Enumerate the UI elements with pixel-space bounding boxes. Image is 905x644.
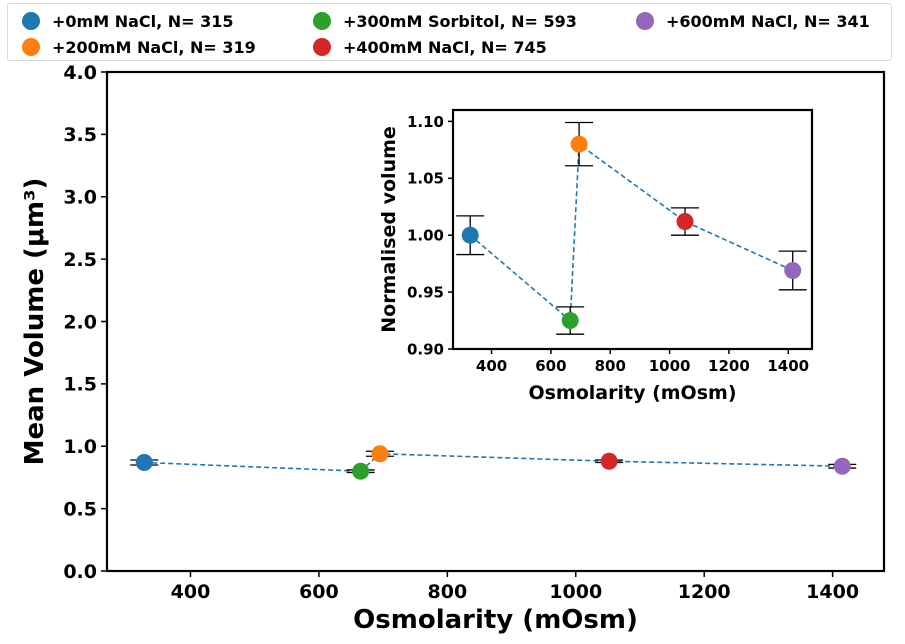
inset-y-tick-label: 1.10 [407, 113, 444, 131]
main-data-point [135, 453, 153, 471]
main-y-tick-label: 3.5 [63, 124, 97, 146]
inset-y-tick-label: 1.05 [407, 170, 444, 188]
legend-item-600mm-nacl: +600mM NaCl, N= 341 [636, 9, 870, 33]
inset-x-tick-label: 1200 [708, 357, 750, 375]
inset-y-axis-label: Normalised volume [378, 126, 400, 333]
legend-marker [313, 12, 331, 30]
inset-y-tick-label: 0.95 [407, 283, 444, 301]
main-y-tick-label: 3.0 [63, 187, 97, 209]
main-x-tick-label: 400 [171, 581, 211, 603]
main-data-point [600, 452, 618, 470]
main-x-axis-label: Osmolarity (mOsm) [353, 605, 638, 635]
legend-label: +200mM NaCl, N= 319 [52, 37, 256, 57]
legend-marker [22, 12, 40, 30]
legend-marker [22, 38, 40, 56]
legend-marker [636, 12, 654, 30]
inset-x-tick-label: 1000 [649, 357, 691, 375]
main-x-tick-label: 1200 [678, 581, 731, 603]
inset-plot-frame [451, 108, 814, 351]
inset-x-axis-label: Osmolarity (mOsm) [528, 382, 736, 404]
inset-x-tick-label: 800 [595, 357, 626, 375]
chart-legend: +0mM NaCl, N= 315 +200mM NaCl, N= 319 +3… [7, 3, 892, 61]
main-y-axis-label: Mean Volume (μm³) [20, 178, 50, 466]
legend-item-0mm-nacl: +0mM NaCl, N= 315 [22, 9, 234, 33]
inset-data-point [676, 213, 694, 231]
main-x-tick-label: 1400 [806, 581, 859, 603]
legend-item-300mm-sorbitol: +300mM Sorbitol, N= 593 [313, 9, 577, 33]
main-y-tick-label: 1.5 [63, 374, 97, 396]
legend-marker [313, 38, 331, 56]
legend-label: +300mM Sorbitol, N= 593 [343, 11, 577, 31]
main-data-point [833, 457, 851, 475]
main-y-tick-label: 2.0 [63, 311, 97, 333]
inset-y-tick-label: 0.90 [407, 340, 444, 358]
legend-label: +0mM NaCl, N= 315 [52, 11, 234, 31]
inset-y-tick-label: 1.00 [407, 227, 444, 245]
legend-item-200mm-nacl: +200mM NaCl, N= 319 [22, 35, 256, 59]
main-y-tick-label: 1.0 [63, 436, 97, 458]
inset-data-point [570, 135, 588, 153]
main-x-tick-label: 600 [299, 581, 339, 603]
main-y-tick-label: 0.0 [63, 561, 97, 583]
inset-data-point [784, 261, 802, 279]
inset-x-tick-label: 400 [476, 357, 507, 375]
inset-x-tick-label: 600 [535, 357, 566, 375]
main-x-tick-label: 1000 [549, 581, 602, 603]
main-y-tick-label: 0.5 [63, 498, 97, 520]
main-y-tick-label: 4.0 [63, 62, 97, 84]
main-data-point [352, 462, 370, 480]
inset-data-point [461, 226, 479, 244]
main-data-point [371, 445, 389, 463]
legend-label: +600mM NaCl, N= 341 [666, 11, 870, 31]
main-x-tick-label: 800 [428, 581, 468, 603]
legend-item-400mm-nacl: +400mM NaCl, N= 745 [313, 35, 547, 59]
inset-data-point [561, 312, 579, 330]
legend-label: +400mM NaCl, N= 745 [343, 37, 547, 57]
main-y-tick-label: 2.5 [63, 249, 97, 271]
inset-x-tick-label: 1400 [767, 357, 809, 375]
